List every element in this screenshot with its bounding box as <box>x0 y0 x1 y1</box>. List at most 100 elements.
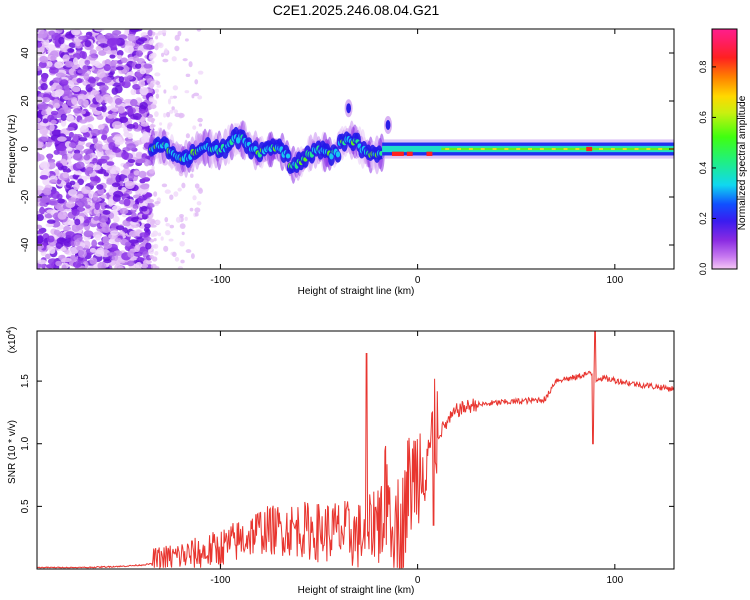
sparse-noise-blob <box>155 219 161 225</box>
noise-blob <box>108 142 116 150</box>
noise-blob <box>96 114 104 121</box>
noise-blob <box>103 258 112 264</box>
noise-blob <box>90 128 101 137</box>
noise-blob <box>95 93 101 101</box>
noise-blob <box>96 184 104 190</box>
noise-blob <box>113 190 124 198</box>
spectrogram-ytick-label: -20 <box>20 189 31 204</box>
sparse-noise-blob <box>182 58 188 62</box>
noise-blob <box>38 61 47 69</box>
noise-blob <box>107 198 114 207</box>
noise-blob <box>72 261 82 268</box>
sparse-noise-blob <box>154 111 159 117</box>
noise-blob <box>111 37 121 45</box>
band-peak <box>329 153 334 160</box>
noise-blob <box>107 114 114 119</box>
sparse-noise-blob <box>152 31 156 36</box>
sparse-noise-blob <box>180 259 185 264</box>
stable-band-dash <box>599 148 604 150</box>
noise-blob <box>123 163 130 169</box>
noise-blob <box>79 119 88 124</box>
noise-blob <box>119 116 129 123</box>
sparse-noise-blob <box>157 232 162 237</box>
noise-blob <box>65 201 76 208</box>
noise-blob <box>73 239 81 247</box>
sparse-noise-blob <box>148 96 155 103</box>
noise-blob <box>103 64 111 72</box>
strong-peak <box>391 151 404 156</box>
noise-blob <box>140 263 149 269</box>
noise-blob <box>114 264 121 269</box>
noise-blob <box>139 86 149 96</box>
noise-blob <box>37 65 42 72</box>
spectrogram-ytick-label: 0 <box>20 146 31 152</box>
noise-blob <box>108 212 115 220</box>
sparse-noise-blob <box>181 231 185 236</box>
noise-blob <box>139 232 149 238</box>
stable-band-dash <box>516 148 521 150</box>
noise-blob <box>135 159 146 164</box>
noise-blob <box>56 237 67 245</box>
sparse-noise-blob <box>156 84 162 88</box>
noise-blob <box>83 73 90 81</box>
noise-blob <box>124 29 130 35</box>
sparse-noise-blob <box>154 201 161 205</box>
noise-blob <box>48 198 58 206</box>
sparse-noise-blob <box>160 52 165 58</box>
sparse-noise-blob <box>160 236 164 241</box>
sparse-noise-blob <box>192 195 197 201</box>
noise-blob <box>111 121 123 130</box>
noise-blob <box>147 203 155 208</box>
sparse-noise-blob <box>194 79 199 85</box>
noise-blob <box>66 115 75 122</box>
noise-blob <box>107 251 117 257</box>
noise-blob <box>37 185 45 191</box>
noise-blob <box>140 183 150 190</box>
noise-blob <box>38 30 48 39</box>
sparse-noise-blob <box>172 251 177 257</box>
noise-blob <box>131 212 137 219</box>
sparse-noise-blob <box>152 99 158 105</box>
noise-blob <box>37 224 43 230</box>
noise-blob <box>53 149 60 155</box>
noise-blob <box>130 88 137 96</box>
noise-blob <box>57 211 67 220</box>
noise-blob <box>68 197 77 203</box>
noise-blob <box>82 99 89 108</box>
spectrogram-ytick-label: -40 <box>20 237 31 252</box>
noise-blob <box>46 235 55 243</box>
noise-blob <box>63 249 70 255</box>
sparse-noise-blob <box>177 187 182 192</box>
sparse-noise-blob <box>168 238 174 242</box>
sparse-noise-blob <box>173 191 179 197</box>
noise-blob <box>129 29 140 33</box>
noise-blob <box>87 94 94 100</box>
sparse-noise-blob <box>196 201 202 206</box>
noise-blob <box>82 131 90 138</box>
noise-blob <box>119 207 129 215</box>
noise-blob <box>71 208 80 217</box>
spectrogram-image <box>37 29 674 269</box>
sparse-noise-blob <box>177 30 182 37</box>
noise-blob <box>117 106 125 114</box>
noise-blob <box>93 143 101 150</box>
noise-blob <box>132 83 141 90</box>
sparse-noise-blob <box>194 183 200 189</box>
sparse-noise-blob <box>152 244 157 249</box>
noise-blob <box>103 172 110 177</box>
sparse-noise-blob <box>164 217 169 223</box>
noise-blob <box>46 209 55 214</box>
colorbar: 0.0 0.2 0.4 0.6 0.8 Normalized spectral ampl… <box>698 28 748 275</box>
noise-blob <box>55 162 63 168</box>
sparse-noise-blob <box>175 216 182 223</box>
noise-blob <box>67 48 75 53</box>
noise-blob <box>64 107 72 114</box>
sparse-noise-blob <box>164 48 168 55</box>
sparse-noise-blob <box>192 125 197 130</box>
sparse-noise-blob <box>161 183 168 188</box>
sparse-noise-blob <box>153 191 158 197</box>
noise-blob <box>56 29 63 34</box>
noise-blob <box>78 35 87 40</box>
noise-blob <box>98 124 105 130</box>
